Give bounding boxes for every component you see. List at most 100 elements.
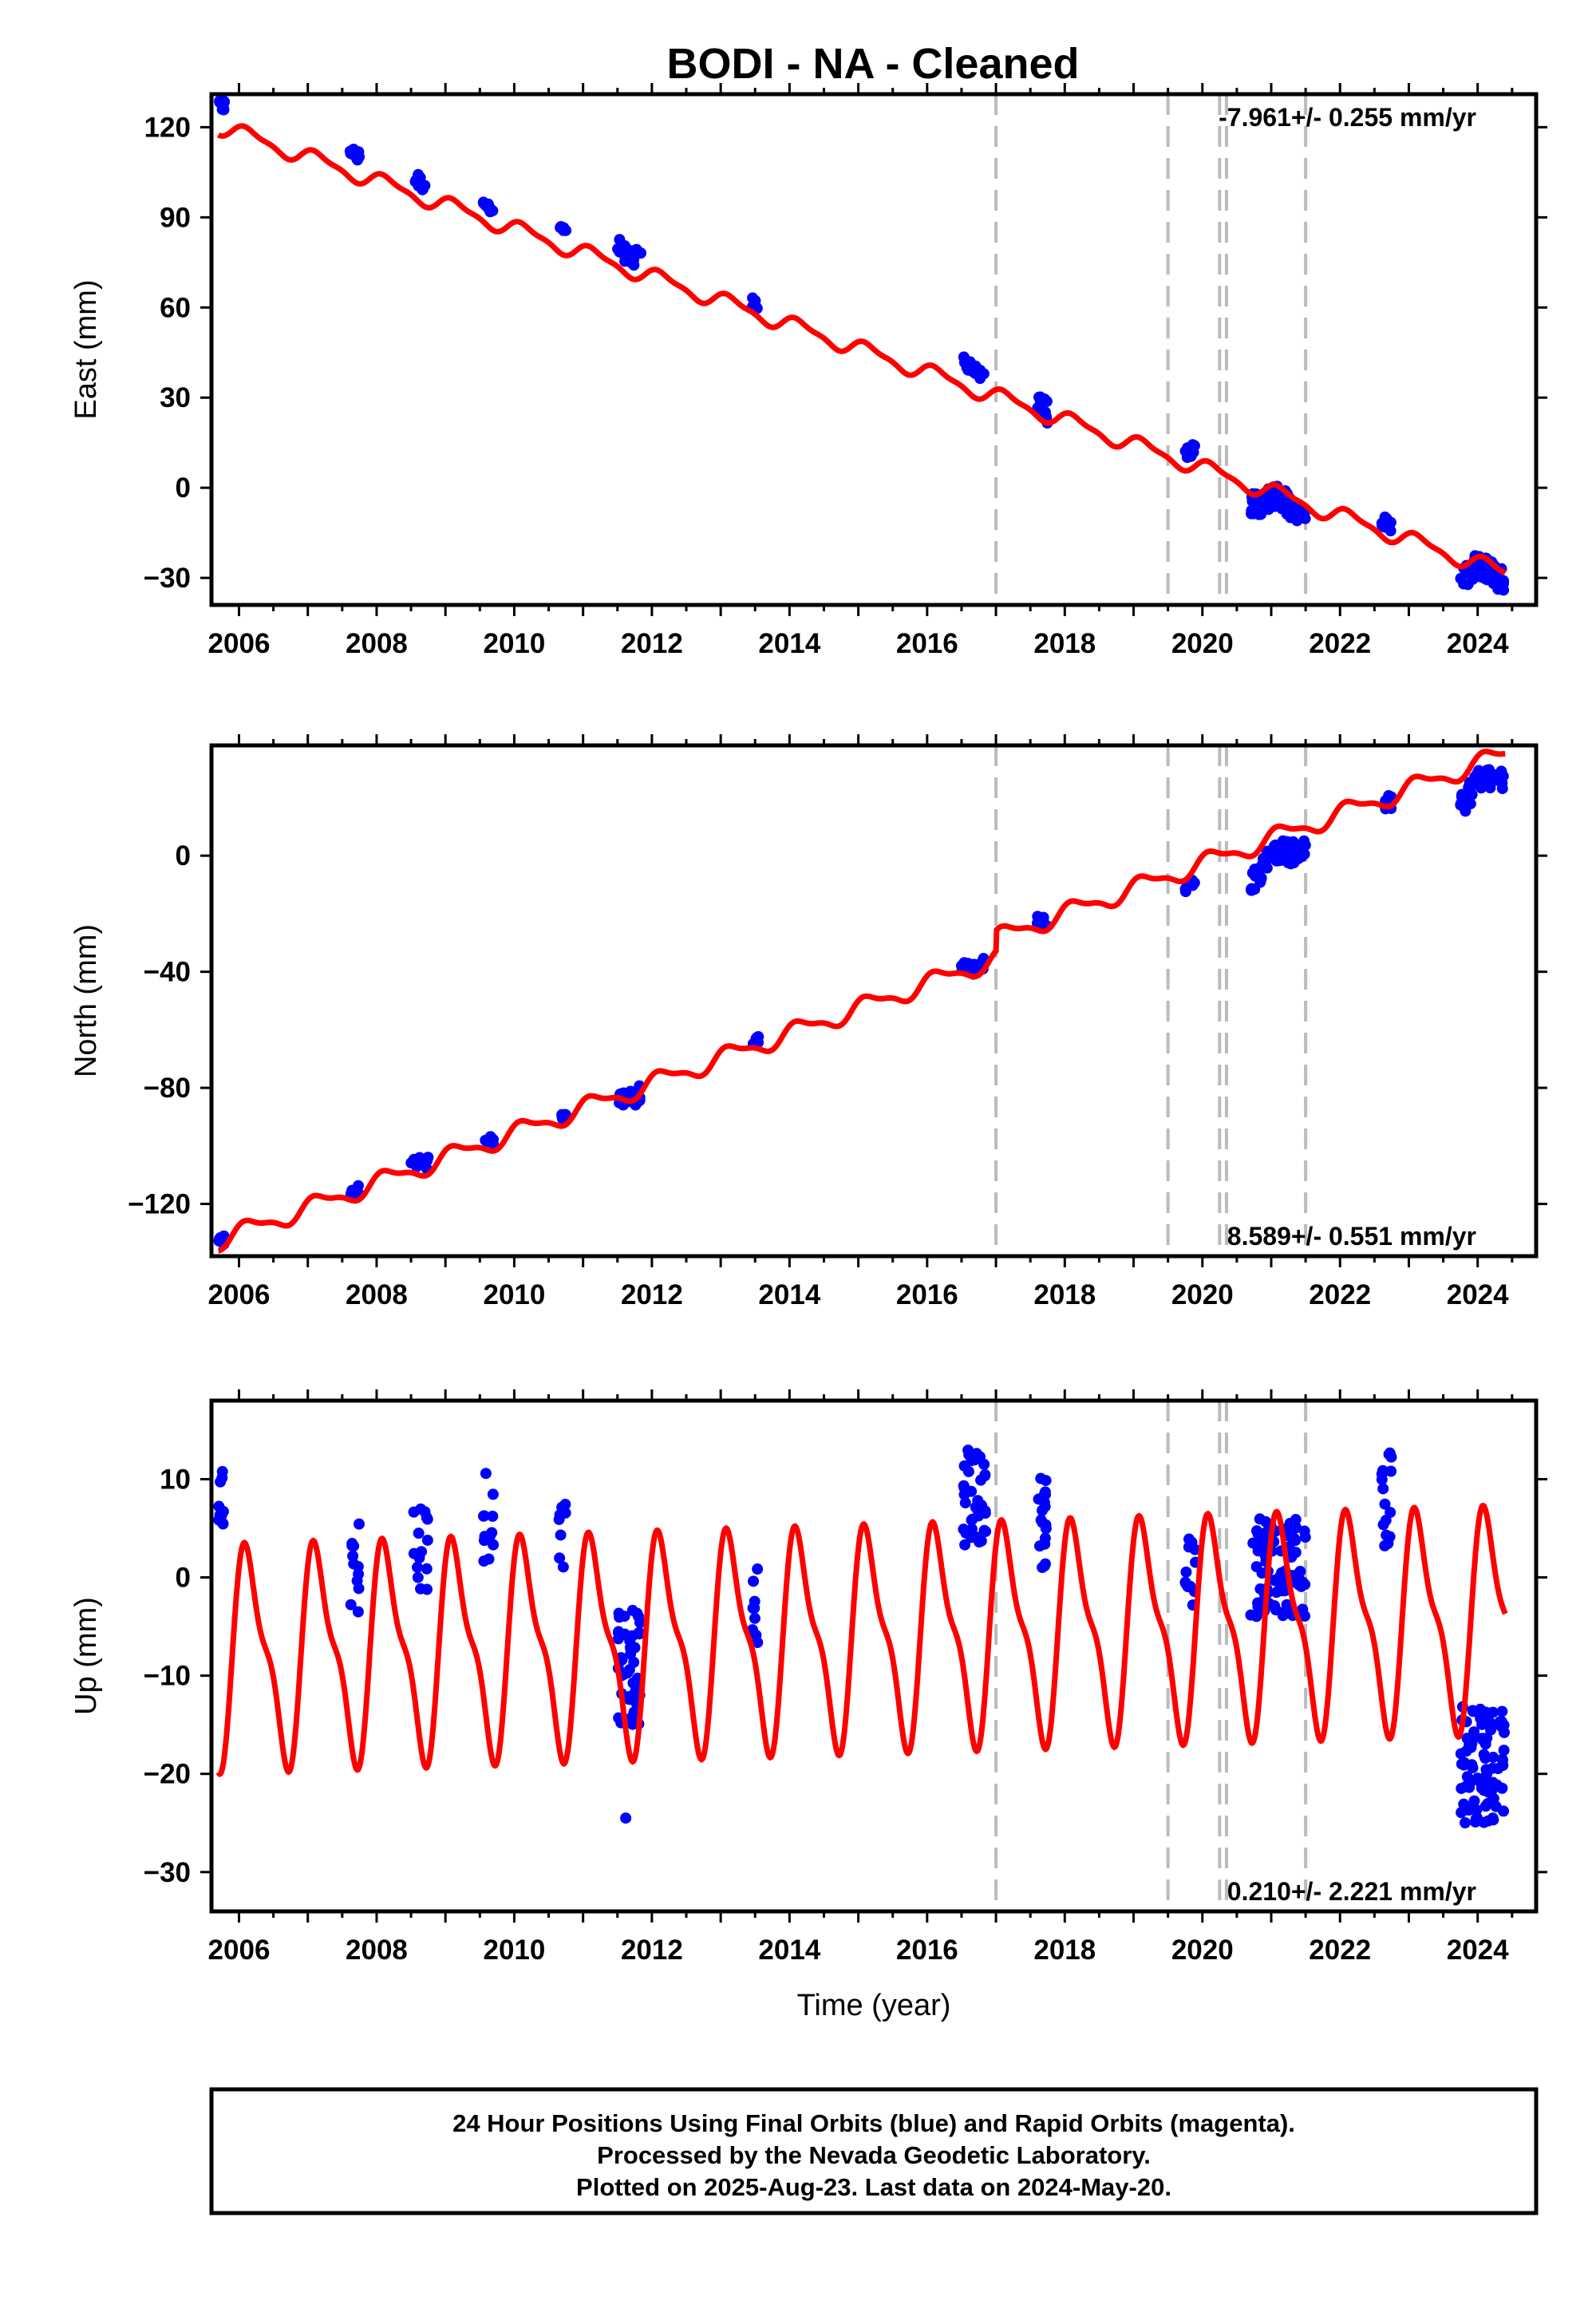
data-point [1254, 875, 1266, 887]
model-curve [216, 123, 1507, 576]
x-tick-label: 2016 [896, 628, 958, 659]
data-point [958, 357, 970, 369]
data-point [352, 152, 364, 164]
data-point [1385, 1507, 1396, 1519]
data-point [1456, 788, 1468, 800]
model-curve [215, 1502, 1508, 1778]
data-point [1288, 1532, 1300, 1544]
data-point [622, 1667, 634, 1679]
data-point [1038, 1560, 1050, 1572]
data-point [1379, 515, 1391, 527]
y-tick-label: 60 [160, 292, 191, 323]
data-point [1455, 1748, 1467, 1760]
data-point [1278, 854, 1290, 866]
data-point [1474, 776, 1486, 788]
y-tick-label: 10 [160, 1464, 191, 1495]
y-tick-label: 0 [176, 1563, 191, 1594]
data-point [1471, 1812, 1483, 1824]
rate-label: -7.961+/- 0.255 mm/yr [1219, 103, 1476, 132]
x-tick-label: 2016 [896, 1279, 958, 1310]
x-tick-label: 2024 [1447, 628, 1509, 659]
y-tick-label: 0 [176, 472, 191, 504]
data-point [1254, 1513, 1266, 1525]
data-point [747, 1603, 759, 1614]
data-point [478, 1555, 490, 1567]
data-point [477, 1510, 489, 1522]
north-panel: 2006 2008 2010 2012 2014 2016 2018 2020 2022 2024… [69, 734, 1547, 1310]
chart-title: BODI - NA - Cleaned [666, 40, 1079, 88]
rate-label: 8.589+/- 0.551 mm/yr [1227, 1222, 1476, 1251]
x-tick-label: 2014 [758, 628, 820, 659]
data-point [348, 144, 360, 156]
x-tick-label: 2008 [346, 628, 408, 659]
data-point [978, 1458, 990, 1470]
x-tick-label: 2022 [1309, 1935, 1371, 1966]
x-tick-label: 2022 [1309, 628, 1371, 659]
data-point [413, 1528, 425, 1539]
data-point [1456, 1807, 1468, 1819]
data-point [1250, 1611, 1262, 1622]
data-point [628, 1656, 640, 1668]
data-point [1291, 515, 1303, 527]
data-point [1033, 1540, 1045, 1552]
data-point [559, 1507, 571, 1519]
data-points [213, 1445, 1510, 1829]
data-point [352, 1606, 364, 1618]
data-point [1039, 406, 1051, 418]
data-point [217, 1231, 229, 1243]
data-point [976, 1506, 988, 1518]
data-point [346, 1539, 358, 1551]
data-point [1254, 1543, 1266, 1555]
data-point [215, 1476, 227, 1488]
data-point [354, 1518, 365, 1530]
footer-line-3: Plotted on 2025-Aug-23. Last data on 202… [576, 2173, 1171, 2201]
data-point [412, 1561, 424, 1573]
data-point [1284, 1517, 1296, 1529]
footer-line-1: 24 Hour Positions Using Final Orbits (bl… [452, 2109, 1295, 2137]
data-point [1464, 1738, 1476, 1750]
data-point [1484, 777, 1496, 789]
data-point [1382, 1538, 1394, 1550]
data-point [477, 196, 489, 208]
data-point [1282, 501, 1294, 513]
x-tick-label: 2006 [208, 1935, 271, 1966]
data-point [1182, 1581, 1194, 1593]
data-point [1458, 1759, 1470, 1771]
data-point [1187, 446, 1199, 458]
footer-line-2: Processed by the Nevada Geodetic Laborat… [597, 2141, 1151, 2169]
data-point [753, 1031, 764, 1043]
data-point [1183, 1541, 1195, 1553]
data-point [556, 1111, 568, 1123]
data-point [421, 1534, 433, 1546]
data-point [1496, 1705, 1508, 1717]
x-tick-label: 2020 [1171, 1935, 1234, 1966]
data-point [352, 1560, 364, 1572]
data-point [1040, 1488, 1052, 1500]
data-point [214, 1509, 226, 1521]
data-point [1288, 856, 1300, 868]
data-point [959, 1539, 971, 1551]
data-point [972, 1495, 984, 1507]
x-tick-label: 2018 [1033, 1935, 1096, 1966]
x-axis-label: Time (year) [797, 1989, 951, 2022]
data-point [1040, 1519, 1052, 1531]
plot-frame [209, 743, 1539, 1259]
y-axis-label: Up (mm) [69, 1597, 103, 1715]
data-point [351, 1575, 363, 1587]
x-tick-label: 2010 [483, 628, 545, 659]
y-axis-label: East (mm) [69, 279, 103, 419]
data-point [217, 1518, 229, 1530]
data-point [1481, 1732, 1493, 1744]
data-point [421, 1563, 433, 1575]
x-tick-label: 2006 [208, 1279, 271, 1310]
data-point [1277, 1585, 1289, 1597]
data-point [487, 205, 499, 217]
data-point [635, 247, 647, 259]
data-point [1180, 1566, 1192, 1578]
y-tick-label: −80 [144, 1073, 191, 1104]
data-point [1467, 1762, 1479, 1774]
x-tick-label: 2014 [758, 1935, 820, 1966]
data-point [1385, 1465, 1397, 1477]
data-point [1249, 864, 1261, 875]
data-point [980, 1525, 992, 1537]
